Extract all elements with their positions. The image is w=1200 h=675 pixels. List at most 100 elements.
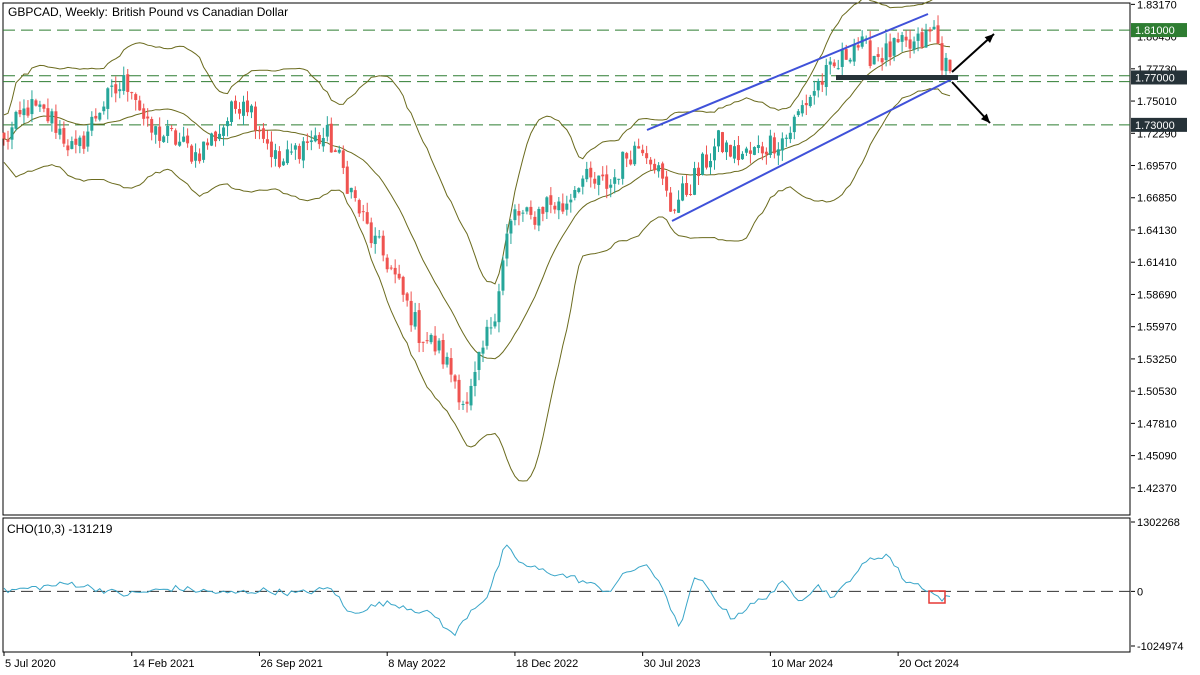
candle-body xyxy=(525,207,529,212)
candle-body xyxy=(736,145,740,161)
candle-body xyxy=(697,167,701,177)
candle-body xyxy=(517,210,521,216)
candle-body xyxy=(309,140,313,143)
candle-body xyxy=(397,273,401,279)
candle-body xyxy=(764,151,768,155)
candle-body xyxy=(693,168,697,195)
candle-body xyxy=(800,105,804,114)
candle-body xyxy=(896,39,900,43)
time-tick-label: 14 Feb 2021 xyxy=(133,658,195,670)
candle-body xyxy=(740,153,744,160)
support-zone-bar xyxy=(836,75,958,80)
candle-body xyxy=(182,136,186,142)
candle-body xyxy=(210,133,214,146)
candle-body xyxy=(218,133,222,140)
candle-body xyxy=(62,128,66,144)
candle-body xyxy=(796,111,800,116)
candle-body xyxy=(174,130,178,145)
time-tick-label: 26 Sep 2021 xyxy=(260,658,322,670)
candle-body xyxy=(437,340,441,351)
candle-body xyxy=(792,116,796,133)
candle-body xyxy=(489,327,493,329)
horizontal-levels xyxy=(3,29,1130,126)
candle-body xyxy=(230,101,234,123)
price-tag-box xyxy=(1131,117,1187,132)
candle-body xyxy=(724,142,728,153)
candle-body xyxy=(50,111,54,124)
price-tick-label: 1.45090 xyxy=(1137,451,1177,463)
arrow-up-head xyxy=(984,34,994,44)
candle-body xyxy=(649,159,653,165)
candle-body xyxy=(808,96,812,107)
candle-body xyxy=(613,177,617,184)
candle-body xyxy=(760,146,764,154)
candle-body xyxy=(712,146,716,161)
candle-body xyxy=(421,341,425,343)
candle-body xyxy=(912,41,916,50)
price-tick-label: 1.69570 xyxy=(1137,161,1177,173)
candle-body xyxy=(285,149,289,164)
candle-body xyxy=(788,132,792,140)
candle-body xyxy=(353,190,357,199)
candle-body xyxy=(888,41,892,58)
candle-body xyxy=(333,150,337,153)
candle-body xyxy=(166,125,170,136)
candle-body xyxy=(329,123,333,153)
cho-panel[interactable]: CHO(10,3) -131219 xyxy=(2,517,1131,653)
candle-body xyxy=(357,200,361,214)
annotations xyxy=(836,33,995,124)
candle-body xyxy=(505,233,509,259)
candle-body xyxy=(297,145,301,160)
candle-body xyxy=(657,165,661,172)
candle-body xyxy=(581,178,585,187)
candle-body xyxy=(820,81,824,85)
candle-body xyxy=(541,206,545,214)
candle-body xyxy=(38,104,42,107)
candle-body xyxy=(537,208,541,226)
candle-body xyxy=(222,127,226,136)
candle-body xyxy=(66,145,70,151)
trend-channel xyxy=(646,13,959,222)
candle-body xyxy=(409,300,413,326)
candle-body xyxy=(481,347,485,354)
candle-body xyxy=(449,358,453,375)
price-tick-label: 1.50530 xyxy=(1137,386,1177,398)
candle-body xyxy=(589,167,593,178)
candle-body xyxy=(920,32,924,47)
candle-body xyxy=(325,124,329,137)
candle-body xyxy=(293,145,297,150)
candle-body xyxy=(549,195,553,205)
candle-body xyxy=(98,112,102,120)
candle-body xyxy=(653,163,657,171)
candle-body xyxy=(852,44,856,62)
price-tick-label: 1.53250 xyxy=(1137,354,1177,366)
candle-body xyxy=(493,321,497,327)
candle-body xyxy=(361,211,365,213)
candle-body xyxy=(756,144,760,149)
candle-body xyxy=(772,137,776,154)
candle-body xyxy=(14,111,18,129)
candle-body xyxy=(249,105,253,113)
candle-body xyxy=(90,116,94,131)
price-tag-label: 1.77000 xyxy=(1135,72,1175,84)
candle-body xyxy=(198,153,202,162)
candle-body xyxy=(872,55,876,65)
time-tick-label: 5 Jul 2020 xyxy=(5,658,56,670)
channel-upper-line xyxy=(646,13,929,131)
candle-body xyxy=(932,26,936,30)
candle-body xyxy=(848,59,852,62)
candle-body xyxy=(585,168,589,180)
candle-body xyxy=(685,183,689,195)
time-axis: 5 Jul 2020 14 Feb 2021 26 Sep 2021 8 May 20… xyxy=(3,652,959,670)
price-tick-label: 1.83170 xyxy=(1137,0,1177,11)
candle-body xyxy=(744,148,748,153)
price-tick-label: 1.58690 xyxy=(1137,289,1177,301)
candle-body xyxy=(856,45,860,48)
candle-body xyxy=(501,260,505,291)
candle-body xyxy=(74,138,78,145)
candle-body xyxy=(521,212,525,214)
price-panel[interactable]: GBPCAD, Weekly: British Pound vs Canadia… xyxy=(2,0,1131,516)
candle-body xyxy=(345,166,349,194)
candle-body xyxy=(54,111,58,133)
candle-body xyxy=(900,35,904,42)
